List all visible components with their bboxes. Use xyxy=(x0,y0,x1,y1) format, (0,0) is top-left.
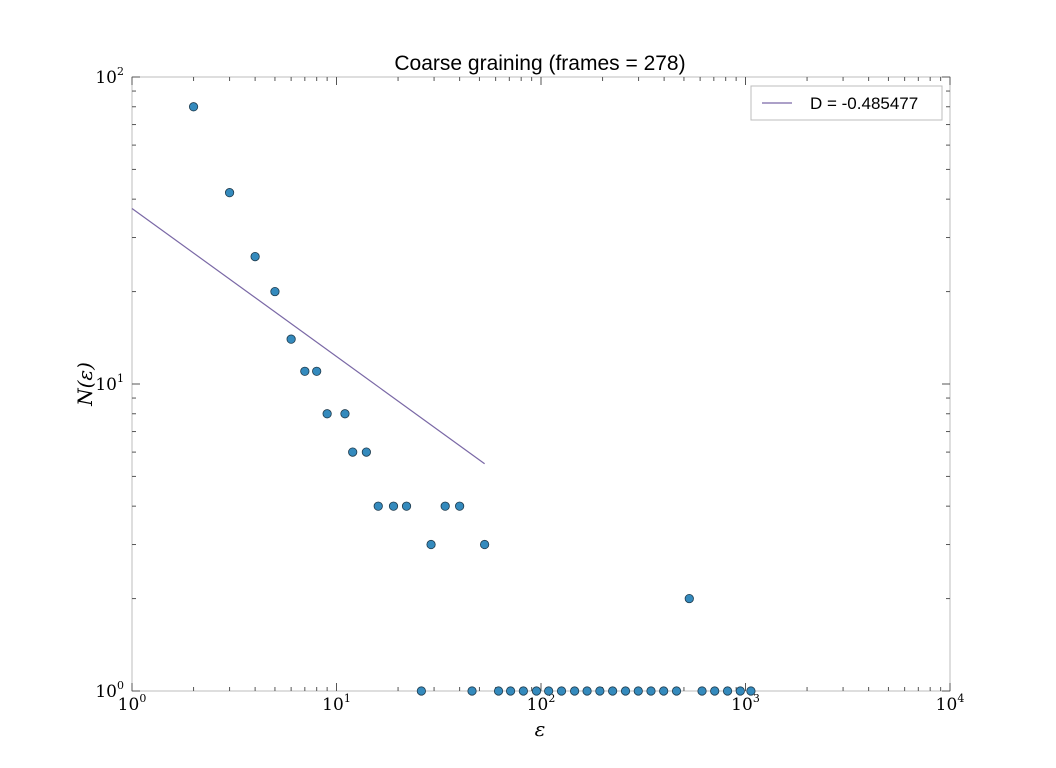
x-tick-label-base: 10 xyxy=(322,695,344,715)
data-point xyxy=(388,501,399,511)
data-point xyxy=(250,252,260,262)
data-point xyxy=(710,686,720,696)
data-point xyxy=(633,686,643,696)
x-axis-label: ε xyxy=(535,717,546,741)
y-axis-label: N(ε) xyxy=(73,362,97,407)
x-tick-label-exponent: 2 xyxy=(548,692,555,705)
data-point xyxy=(312,366,322,376)
data-point xyxy=(671,686,682,696)
x-tick-label: 101 xyxy=(322,692,351,715)
x-axis-tick-labels: 100 101 102 103 104 xyxy=(118,692,965,715)
x-tick-label-base: 10 xyxy=(118,695,140,715)
data-point xyxy=(361,447,371,457)
x-tick-label-exponent: 3 xyxy=(753,692,760,705)
data-point xyxy=(746,686,756,696)
data-point xyxy=(286,334,296,344)
data-point xyxy=(697,686,707,696)
data-point xyxy=(467,686,477,696)
fit-line xyxy=(131,207,485,465)
x-tick-label: 103 xyxy=(731,692,760,715)
y-tick-label-exponent: 2 xyxy=(117,65,124,78)
data-point xyxy=(646,686,656,696)
x-tick-label-exponent: 1 xyxy=(344,692,351,705)
data-point xyxy=(188,102,199,112)
legend-label: D = -0.485477 xyxy=(810,94,918,113)
data-point xyxy=(480,539,490,550)
data-point xyxy=(455,501,465,511)
data-point xyxy=(518,686,528,696)
data-point xyxy=(659,686,669,696)
x-tick-label: 104 xyxy=(936,692,965,715)
data-points xyxy=(188,102,756,696)
data-point xyxy=(570,686,580,696)
data-point xyxy=(348,447,358,457)
data-point xyxy=(440,501,450,511)
data-point xyxy=(684,593,694,604)
chart-title: Coarse graining (frames = 278) xyxy=(394,52,685,75)
y-tick-label-exponent: 0 xyxy=(117,679,124,692)
data-point xyxy=(300,366,310,376)
y-tick-label-base: 10 xyxy=(95,68,117,88)
data-point xyxy=(401,501,412,511)
data-point xyxy=(595,686,605,696)
x-tick-label-base: 10 xyxy=(527,695,549,715)
y-tick-label-exponent: 1 xyxy=(117,372,124,385)
data-point xyxy=(544,686,554,696)
data-point xyxy=(722,686,733,696)
x-tick-label-base: 10 xyxy=(731,695,753,715)
data-point xyxy=(531,686,542,696)
data-point xyxy=(735,686,745,696)
data-point xyxy=(416,686,426,696)
data-point xyxy=(582,686,592,696)
x-tick-label-exponent: 0 xyxy=(139,692,146,705)
data-point xyxy=(224,188,235,198)
fit-line-group xyxy=(131,207,485,465)
legend: D = -0.485477 xyxy=(750,85,943,121)
y-tick-label: 101 xyxy=(95,372,124,395)
data-point xyxy=(373,501,383,511)
data-point xyxy=(505,686,516,696)
x-tick-label: 102 xyxy=(527,692,556,715)
data-point xyxy=(340,409,350,419)
y-tick-label: 100 xyxy=(95,679,124,702)
data-point xyxy=(270,286,280,297)
y-tick-label-base: 10 xyxy=(95,682,117,702)
data-point xyxy=(620,686,631,696)
y-tick-label-base: 10 xyxy=(95,375,117,395)
x-tick-label-base: 10 xyxy=(936,695,958,715)
data-point xyxy=(322,409,332,419)
x-tick-label-exponent: 4 xyxy=(957,692,964,705)
data-point xyxy=(493,686,504,696)
data-point xyxy=(426,539,436,550)
data-point xyxy=(556,686,567,696)
data-point xyxy=(608,686,618,696)
x-tick-label: 100 xyxy=(118,692,147,715)
y-tick-label: 102 xyxy=(95,65,124,88)
plot-area xyxy=(131,76,951,692)
